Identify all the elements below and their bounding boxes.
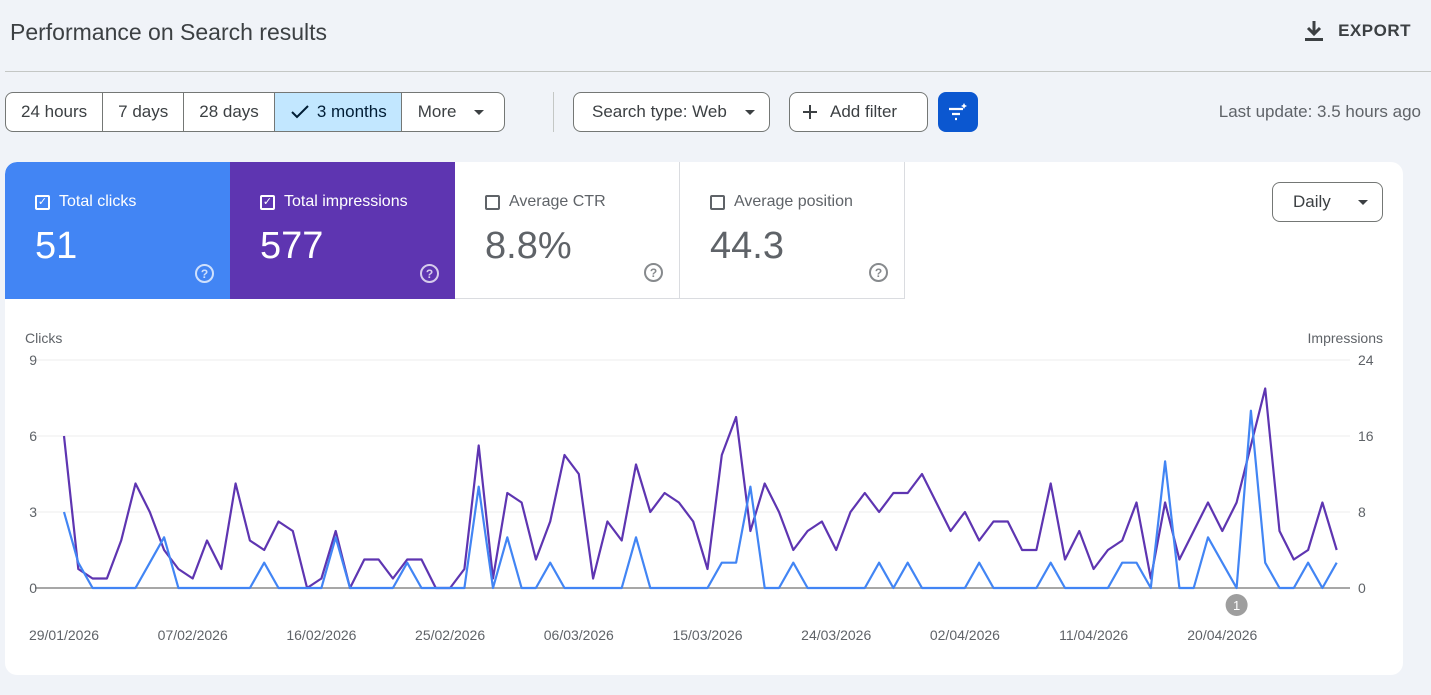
y-right-tick-label: 0: [1358, 580, 1366, 596]
help-icon[interactable]: ?: [869, 263, 888, 282]
metric-value: 8.8%: [485, 225, 572, 267]
performance-card: ✓ Total clicks 51 ? ✓ Total impressions 57…: [5, 162, 1403, 675]
checkbox-checked-icon[interactable]: ✓: [35, 194, 50, 210]
divider: [5, 71, 1431, 72]
range-label: More: [417, 102, 457, 121]
x-tick-label: 11/04/2026: [1059, 627, 1128, 643]
last-update: Last update: 3.5 hours ago: [1218, 102, 1421, 121]
x-tick-label: 15/03/2026: [672, 627, 742, 643]
y-left-axis-label: Clicks: [25, 330, 62, 346]
x-tick-label: 20/04/2026: [1187, 627, 1257, 643]
plus-icon: [803, 105, 817, 119]
metric-label: Average CTR: [509, 193, 606, 210]
x-tick-label: 16/02/2026: [286, 627, 356, 643]
annotation-label: 1: [1233, 598, 1240, 613]
granularity-label: Daily: [1293, 192, 1331, 211]
filter-settings-button[interactable]: [938, 92, 978, 132]
date-range-selector: 24 hours 7 days 28 days 3 months More: [5, 92, 506, 132]
range-7-days[interactable]: 7 days: [103, 93, 185, 131]
x-tick-label: 02/04/2026: [930, 627, 1000, 643]
metric-average-position[interactable]: Average position 44.3 ?: [680, 162, 905, 299]
range-label: 7 days: [118, 102, 169, 121]
caret-down-icon: [1358, 199, 1368, 205]
metric-value: 577: [260, 225, 324, 267]
metric-label: Total impressions: [284, 193, 408, 210]
search-type-label: Search type: Web: [592, 102, 727, 121]
y-right-axis-label: Impressions: [1308, 330, 1383, 346]
x-tick-label: 07/02/2026: [158, 627, 228, 643]
series-line-clicks: [62, 409, 1338, 590]
range-3-months[interactable]: 3 months: [274, 93, 402, 131]
search-type-dropdown[interactable]: Search type: Web: [573, 92, 770, 132]
performance-chart: 0 3 6 9 0 8 16 24 Clicks Impressions 29/01/2026 07/…: [25, 330, 1383, 643]
metric-average-ctr[interactable]: Average CTR 8.8% ?: [455, 162, 680, 299]
metric-value: 51: [35, 225, 78, 267]
add-filter-label: Add filter: [830, 102, 898, 121]
check-icon: [291, 105, 309, 119]
metric-label: Average position: [734, 193, 853, 210]
range-more-dropdown[interactable]: More: [402, 93, 505, 131]
help-icon[interactable]: ?: [644, 263, 663, 282]
annotation-marker[interactable]: [1225, 594, 1248, 616]
range-label: 3 months: [316, 102, 387, 121]
filter-sparkle-icon: [949, 103, 967, 121]
caret-down-icon: [744, 109, 755, 115]
y-left-tick-label: 6: [29, 428, 37, 444]
metric-label: Total clicks: [59, 193, 137, 210]
help-icon[interactable]: ?: [195, 264, 214, 283]
range-24-hours[interactable]: 24 hours: [6, 93, 104, 131]
y-left-tick-label: 3: [29, 504, 37, 520]
export-button[interactable]: EXPORT: [1304, 20, 1411, 42]
range-label: 28 days: [199, 102, 259, 121]
metric-value: 44.3: [710, 225, 784, 267]
checkbox-unchecked-icon[interactable]: [485, 194, 500, 210]
y-left-tick-label: 9: [29, 352, 37, 368]
help-icon[interactable]: ?: [420, 264, 439, 283]
x-tick-label: 06/03/2026: [544, 627, 614, 643]
x-tick-label: 24/03/2026: [801, 627, 871, 643]
download-icon: [1305, 21, 1324, 41]
granularity-dropdown[interactable]: Daily: [1272, 182, 1383, 222]
divider: [553, 92, 554, 132]
range-label: 24 hours: [21, 102, 88, 121]
caret-down-icon: [474, 109, 485, 115]
x-tick-label: 25/02/2026: [415, 627, 485, 643]
checkbox-unchecked-icon[interactable]: [710, 194, 725, 210]
metric-total-impressions[interactable]: ✓ Total impressions 577 ?: [230, 162, 455, 299]
series-line-impressions: [62, 387, 1338, 590]
y-right-tick-label: 8: [1358, 504, 1366, 520]
metric-total-clicks[interactable]: ✓ Total clicks 51 ?: [5, 162, 230, 299]
y-right-tick-label: 16: [1358, 428, 1374, 444]
checkbox-checked-icon[interactable]: ✓: [260, 194, 275, 210]
y-left-tick-label: 0: [29, 580, 37, 596]
export-label: EXPORT: [1338, 21, 1411, 40]
range-28-days[interactable]: 28 days: [184, 93, 275, 131]
x-tick-label: 29/01/2026: [29, 627, 99, 643]
add-filter-button[interactable]: Add filter: [789, 92, 928, 132]
y-right-tick-label: 24: [1358, 352, 1374, 368]
page-title: Performance on Search results: [10, 19, 328, 45]
